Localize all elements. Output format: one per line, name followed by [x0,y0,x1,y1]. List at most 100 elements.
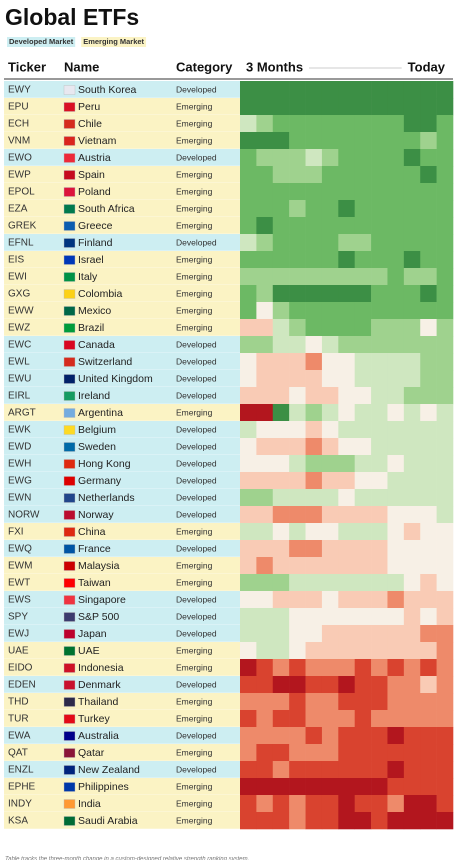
heat-cell [420,625,437,643]
heat-cell [436,795,454,813]
heat-cell [403,370,421,388]
heat-cell [289,778,306,796]
heat-cell [305,489,323,507]
heat-cell [240,574,257,592]
heat-cell [305,166,323,184]
country-name: New Zealand [78,764,140,776]
heat-cell [240,353,257,371]
ticker: EWY [8,85,31,96]
heat-cell [338,506,355,524]
heat-cell [321,659,339,677]
heat-cell [371,319,388,337]
heat-cell [321,81,339,99]
heat-cell [387,608,405,626]
heat-cell [354,115,372,133]
heat-cell [338,200,355,218]
ticker: EWT [8,578,30,589]
flag [63,289,76,299]
heat-cell [289,693,306,711]
heat-cell [354,149,372,167]
heat-cell [272,693,290,711]
heat-cell [305,761,323,779]
heat-cell [256,217,274,235]
heat-cell [256,404,274,422]
heat-cell [436,217,454,235]
heat-cell [256,591,274,609]
heat-cell [420,557,437,575]
heat-cell [420,591,437,609]
heat-cell [256,574,274,592]
column-header: Ticker [8,59,46,74]
heat-cell [289,268,306,286]
ticker: EWH [8,459,31,470]
row-background [4,506,240,523]
heat-cell [272,285,290,303]
heat-cell [354,523,372,541]
heat-cell [371,574,388,592]
flag [63,306,76,316]
row-background [4,370,240,387]
heat-cell [338,115,355,133]
heat-cell [387,727,405,745]
row-background [4,132,240,149]
heat-cell [436,200,454,218]
heat-cell [403,506,421,524]
heat-cell [387,761,405,779]
category: Developed [176,764,217,774]
category: Developed [176,356,217,366]
heat-cell [436,251,454,269]
category: Developed [176,679,217,689]
heat-cell [371,455,388,473]
heat-cell [272,370,290,388]
ticker: EDEN [8,680,36,691]
heat-cell [272,659,290,677]
legend-label: Emerging Market [83,37,144,46]
heat-cell [436,421,454,439]
ticker: EWZ [8,323,30,334]
heat-cell [354,744,372,762]
heat-cell [387,812,405,830]
heat-cell [240,506,257,524]
flag [63,629,76,639]
heat-cell [272,353,290,371]
heat-cell [256,285,274,303]
heat-cell [403,676,421,694]
heat-cell [256,625,274,643]
heat-cell [354,438,372,456]
heat-cell [289,591,306,609]
heat-cell [321,472,339,490]
heat-cell [354,336,372,354]
heat-cell [240,557,257,575]
heat-cell [272,523,290,541]
heat-cell [387,387,405,405]
heat-cell [403,489,421,507]
country-name: Ireland [78,390,110,402]
heat-cell [256,659,274,677]
heat-cell [338,608,355,626]
ticker: NORW [8,510,40,521]
heat-cell [321,387,339,405]
heat-cell [436,234,454,252]
heat-cell [272,166,290,184]
heat-cell [436,404,454,422]
ticker: EIDO [8,663,33,674]
row-background [4,302,240,319]
heat-cell [256,795,274,813]
heat-cell [338,183,355,201]
heat-cell [387,557,405,575]
heat-cell [436,727,454,745]
row-background [4,795,240,812]
ticker: GREK [8,221,37,232]
category: Developed [176,475,217,485]
heat-cell [321,268,339,286]
row-background [4,268,240,285]
heat-cell [240,200,257,218]
heat-cell [321,404,339,422]
ticker: EWP [8,170,31,181]
heat-cell [240,98,257,116]
heat-cell [289,710,306,728]
category: Emerging [176,713,213,723]
flag [63,340,76,350]
flag [63,816,76,826]
row-background [4,591,240,608]
